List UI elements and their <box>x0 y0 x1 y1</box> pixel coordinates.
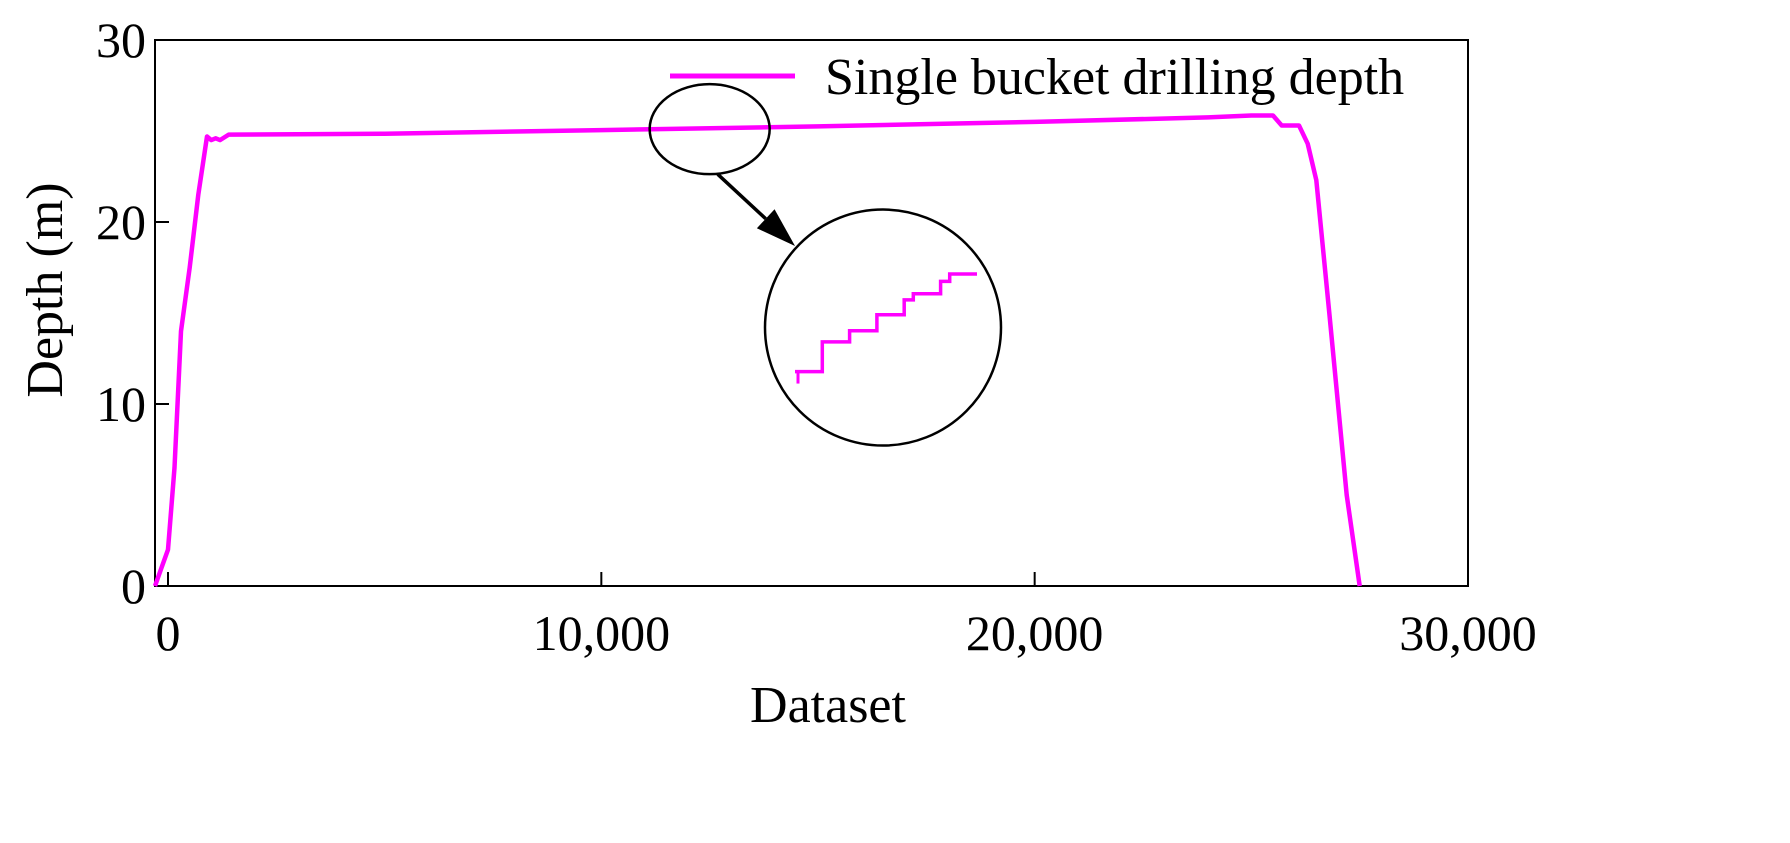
series-layer <box>152 113 1362 587</box>
y-tick-label: 20 <box>96 194 146 250</box>
y-tick-label: 10 <box>96 376 146 432</box>
zoom-source-circle <box>648 82 771 176</box>
x-tick-label: 30,000 <box>1399 605 1537 661</box>
y-tick-label: 30 <box>96 12 146 68</box>
plot-frame <box>154 39 1469 587</box>
zoom-annotation <box>648 82 1003 447</box>
zoom-inset-line <box>795 272 977 374</box>
legend-label: Single bucket drilling depth <box>825 49 1404 106</box>
zoom-arrow-shaft <box>716 172 767 221</box>
x-axis-title: Dataset <box>750 677 906 734</box>
series-line <box>152 113 1362 587</box>
y-tick-label: 0 <box>121 558 146 614</box>
y-axis-title: Depth (m) <box>17 182 74 397</box>
zoom-target-circle <box>763 208 1003 447</box>
x-tick-label: 20,000 <box>966 605 1104 661</box>
zoom-arrow-head <box>756 209 796 246</box>
x-tick-label: 10,000 <box>533 605 671 661</box>
x-tick-label: 0 <box>156 605 181 661</box>
axis-ticks: 0 10,000 20,000 30,000 0 10 20 30 <box>96 12 1537 661</box>
legend: Single bucket drilling depth <box>670 49 1404 106</box>
